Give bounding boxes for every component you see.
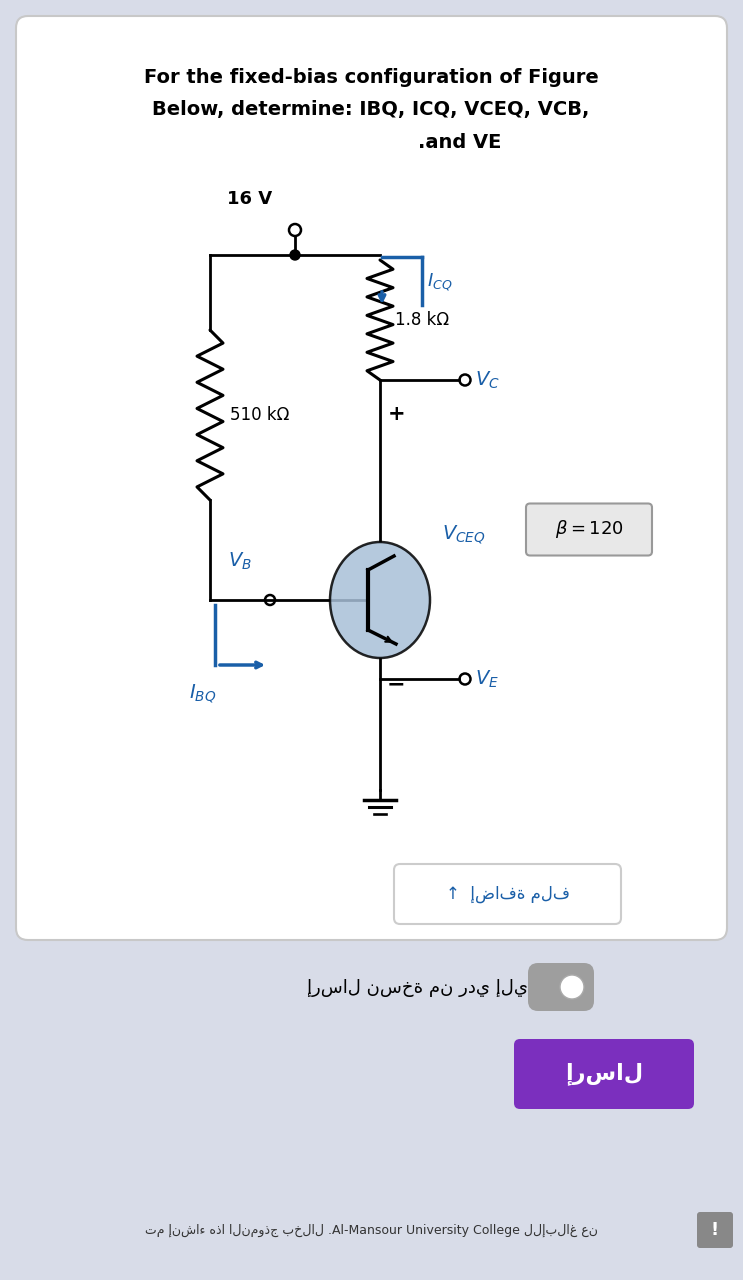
Text: تم إنشاء هذا النموذج بخلال .Al-Mansour University College للإبلاغ عن: تم إنشاء هذا النموذج بخلال .Al-Mansour U… [145, 1224, 597, 1236]
Circle shape [560, 975, 584, 998]
FancyBboxPatch shape [697, 1212, 733, 1248]
Text: $I_{CQ}$: $I_{CQ}$ [427, 271, 452, 293]
Text: +: + [388, 404, 406, 424]
FancyBboxPatch shape [16, 15, 727, 940]
Text: إرسال: إرسال [565, 1062, 643, 1085]
Text: −: − [387, 675, 406, 694]
Text: $V_C$: $V_C$ [475, 370, 500, 390]
FancyBboxPatch shape [528, 963, 594, 1011]
Text: 510 kΩ: 510 kΩ [230, 406, 289, 424]
Text: ↑  إضافة ملف: ↑ إضافة ملف [446, 884, 570, 902]
FancyBboxPatch shape [394, 864, 621, 924]
Text: !: ! [711, 1221, 719, 1239]
Text: 16 V: 16 V [227, 189, 273, 207]
Text: 1.8 kΩ: 1.8 kΩ [395, 311, 449, 329]
Ellipse shape [330, 541, 430, 658]
Text: $I_{BQ}$: $I_{BQ}$ [189, 684, 217, 705]
FancyBboxPatch shape [526, 503, 652, 556]
Text: $\beta = 120$: $\beta = 120$ [555, 518, 623, 540]
Text: For the fixed-bias configuration of Figure: For the fixed-bias configuration of Figu… [143, 68, 598, 87]
Text: إرسال نسخة من ردي إليّ.: إرسال نسخة من ردي إليّ. [307, 977, 533, 997]
Text: $V_B$: $V_B$ [228, 550, 252, 572]
Text: .and VE: .and VE [418, 133, 502, 152]
FancyBboxPatch shape [514, 1039, 694, 1108]
Text: Below, determine: IBQ, ICQ, VCEQ, VCB,: Below, determine: IBQ, ICQ, VCEQ, VCB, [152, 100, 590, 119]
Text: $V_{CEQ}$: $V_{CEQ}$ [442, 524, 486, 545]
Text: $V_E$: $V_E$ [475, 668, 499, 690]
Circle shape [290, 250, 300, 260]
